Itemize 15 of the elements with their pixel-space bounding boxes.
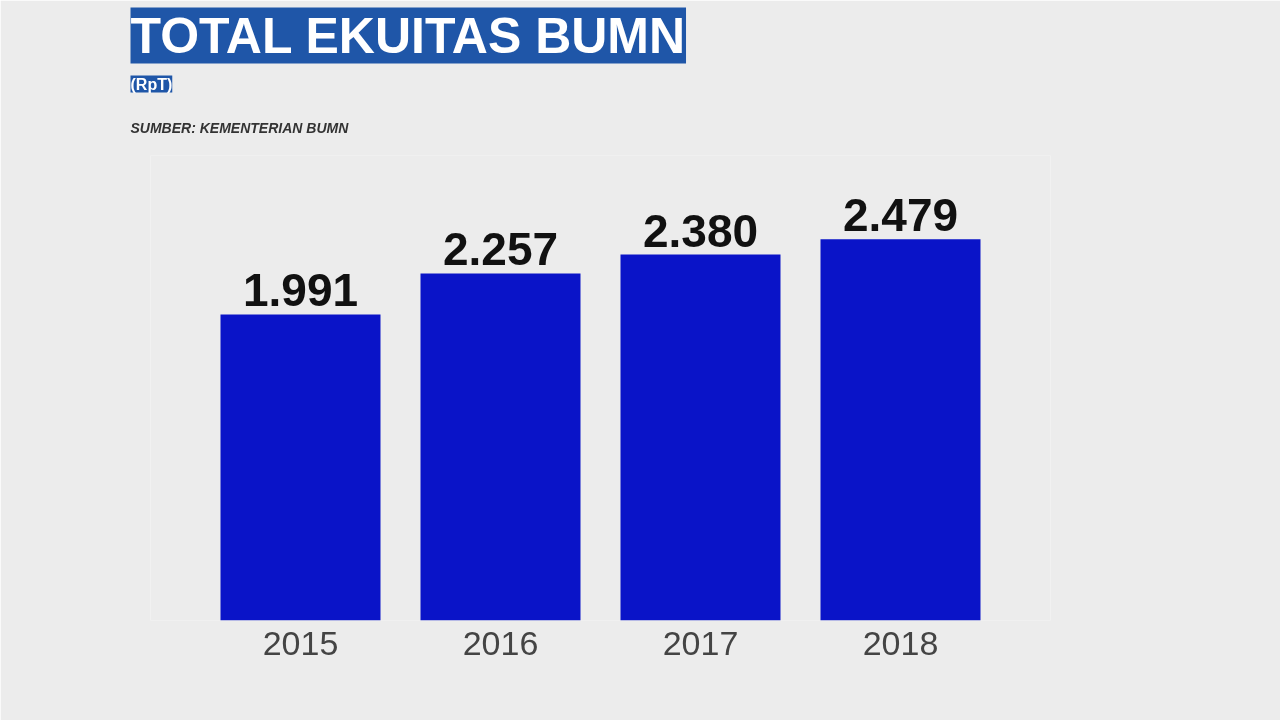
bar xyxy=(220,314,381,621)
x-tick-label: 2015 xyxy=(262,623,339,662)
data-label: 2.257 xyxy=(442,223,559,276)
data-label: 2.380 xyxy=(642,204,759,257)
x-tick-label: 2018 xyxy=(862,623,939,662)
bar xyxy=(620,254,781,621)
chart-subtitle: (RpT) xyxy=(130,75,173,93)
bar xyxy=(420,273,581,621)
text: SUMBER: KEMENTERIAN BUMN xyxy=(130,119,350,136)
x-tick-label: 2016 xyxy=(462,623,539,662)
bar xyxy=(820,239,981,621)
data-label: 2.479 xyxy=(842,189,959,242)
x-tick-label: 2017 xyxy=(662,623,739,662)
data-label: 1.991 xyxy=(242,264,359,317)
chart-title: TOTAL EKUITAS BUMN xyxy=(130,7,686,64)
